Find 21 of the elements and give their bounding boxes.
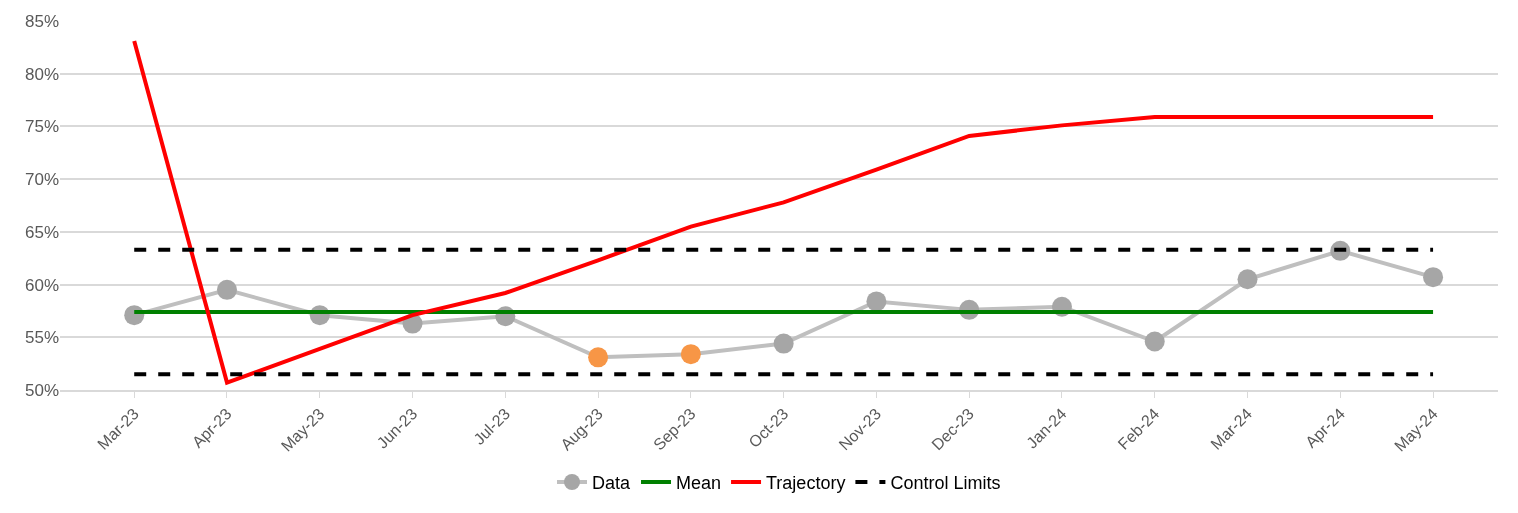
y-tick-label: 50% bbox=[24, 380, 59, 400]
point bbox=[680, 344, 701, 365]
point bbox=[1423, 267, 1444, 288]
y-tick-label: 70% bbox=[24, 170, 59, 190]
point bbox=[217, 279, 237, 300]
y-tick-label: 65% bbox=[24, 222, 59, 242]
y-tick-label: 60% bbox=[24, 275, 59, 295]
legend-label: Trajectory bbox=[766, 473, 846, 494]
point bbox=[1237, 269, 1258, 290]
y-tick-label: 85% bbox=[24, 11, 59, 31]
legend-label: Data bbox=[592, 473, 632, 494]
point bbox=[1144, 331, 1165, 352]
point bbox=[773, 333, 794, 354]
point bbox=[588, 347, 609, 368]
point bbox=[866, 291, 887, 312]
legend-label: Control Limits bbox=[890, 473, 1001, 494]
y-tick-label: 55% bbox=[24, 328, 59, 348]
legend-label: Mean bbox=[676, 473, 722, 494]
line-series bbox=[132, 39, 1436, 385]
y-tick-label: 75% bbox=[24, 117, 59, 137]
y-tick-label: 80% bbox=[24, 64, 59, 84]
